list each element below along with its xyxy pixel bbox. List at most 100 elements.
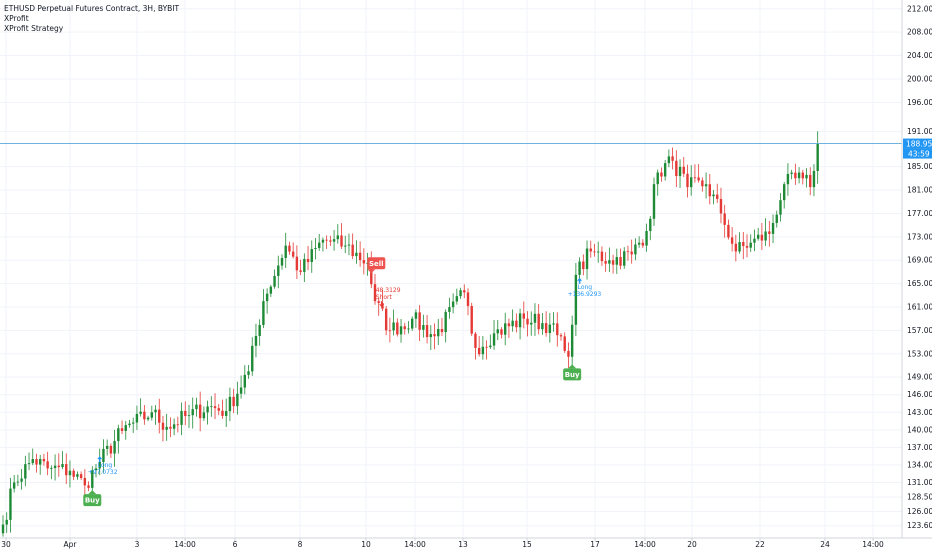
candle-body [87, 485, 90, 488]
candle-body [228, 396, 232, 412]
candle-body [522, 313, 525, 319]
candle-body [437, 329, 440, 337]
candle-body [310, 249, 313, 262]
candle-body [690, 177, 693, 188]
x-tick-label: Apr [64, 540, 78, 549]
candle-body [150, 412, 153, 418]
y-tick-label: 143.00 [907, 408, 932, 417]
y-tick-label: 134.00 [907, 460, 932, 469]
x-tick-label: 22 [755, 540, 765, 549]
candle-body [809, 174, 812, 188]
candle-body [611, 260, 615, 265]
candle-body [50, 467, 53, 469]
candle-body [202, 412, 206, 419]
candle-body [24, 464, 27, 479]
countdown-tag-bg [903, 148, 932, 159]
candle-body [27, 463, 31, 465]
time-axis[interactable]: 30 Apr 3 14:00 6 8 10 14:00 13 15 17 14:00 20 22 24 14:… [1, 538, 884, 549]
candle-body [477, 347, 481, 355]
candle-body [451, 301, 455, 308]
x-tick-label: 30 [1, 540, 11, 549]
candle-body [749, 242, 752, 248]
candle-body [411, 318, 414, 329]
candle-body [414, 312, 418, 319]
candle-body [541, 323, 544, 330]
candle-body [399, 326, 403, 335]
candle-body [425, 325, 429, 338]
candle-body [463, 290, 466, 293]
candle-body [65, 464, 68, 476]
candle-body [745, 245, 749, 248]
candle-body [262, 301, 265, 325]
chart-title[interactable]: ETHUSD Perpetual Futures Contract, 3H, B… [4, 4, 180, 13]
candle-body [344, 245, 347, 247]
candle-body [597, 251, 600, 253]
candle-body [712, 194, 715, 197]
candle-body [247, 371, 250, 375]
candle-body [358, 252, 362, 261]
candle-body [355, 252, 358, 257]
candle-body [284, 245, 287, 259]
candle-body [682, 166, 685, 174]
y-tick-label: 146.00 [907, 390, 932, 399]
candle-body [325, 239, 328, 241]
candle-body [730, 237, 734, 244]
candle-body [474, 333, 477, 348]
candle-body [184, 410, 187, 417]
candle-body [797, 172, 801, 179]
candle-body [444, 311, 447, 333]
candle-body [195, 404, 198, 410]
candle-series [1, 131, 819, 537]
candle-body [790, 172, 793, 174]
candle-body [407, 328, 410, 330]
candle-body [318, 242, 321, 248]
x-tick-label: 3 [135, 540, 140, 549]
candle-body [716, 194, 719, 199]
candle-body [593, 251, 596, 253]
candle-body [742, 242, 745, 246]
y-tick-label: 208.00 [907, 28, 932, 37]
candle-body [146, 417, 150, 420]
last-price-tag-bg [903, 138, 932, 149]
candle-body [526, 318, 529, 325]
candle-body [686, 173, 689, 188]
candle-body [57, 465, 60, 468]
candle-body [72, 470, 75, 477]
candle-body [675, 160, 678, 177]
x-tick-label: 15 [522, 540, 532, 549]
candle-body [53, 465, 57, 468]
candle-body [771, 222, 775, 234]
candle-body [143, 411, 146, 420]
candle-body [79, 474, 83, 479]
candle-body [608, 260, 611, 264]
candle-body [109, 445, 113, 454]
candle-body [623, 251, 626, 266]
indicator-xprofit-strategy[interactable]: XProfit Strategy [4, 24, 64, 33]
indicator-xprofit[interactable]: XProfit [4, 14, 29, 23]
candle-body [176, 424, 180, 426]
candle-body [582, 261, 585, 269]
candle-body [422, 325, 425, 330]
long-arrow-icon [97, 456, 103, 460]
candle-body [518, 313, 522, 328]
candle-body [756, 234, 760, 239]
candle-body [678, 166, 682, 177]
y-tick-label: 123.60 [907, 521, 932, 530]
candle-body [630, 251, 633, 255]
y-tick-label: 126.00 [907, 507, 932, 516]
candle-body [496, 329, 499, 334]
candle-body [351, 244, 354, 257]
candle-body [98, 461, 101, 469]
x-tick-label: 24 [820, 540, 830, 549]
candle-body [466, 292, 470, 307]
candle-body [626, 251, 630, 253]
last-price-label: 188.95 [906, 139, 932, 148]
candle-body [132, 422, 135, 424]
candle-body [280, 258, 284, 266]
candle-body [455, 296, 459, 302]
candle-body [221, 410, 224, 416]
price-axis[interactable]: 212.00 208.00 204.00 200.00 196.00 191.00 185.… [907, 4, 932, 530]
candle-body [563, 336, 566, 351]
candle-body [619, 257, 622, 266]
